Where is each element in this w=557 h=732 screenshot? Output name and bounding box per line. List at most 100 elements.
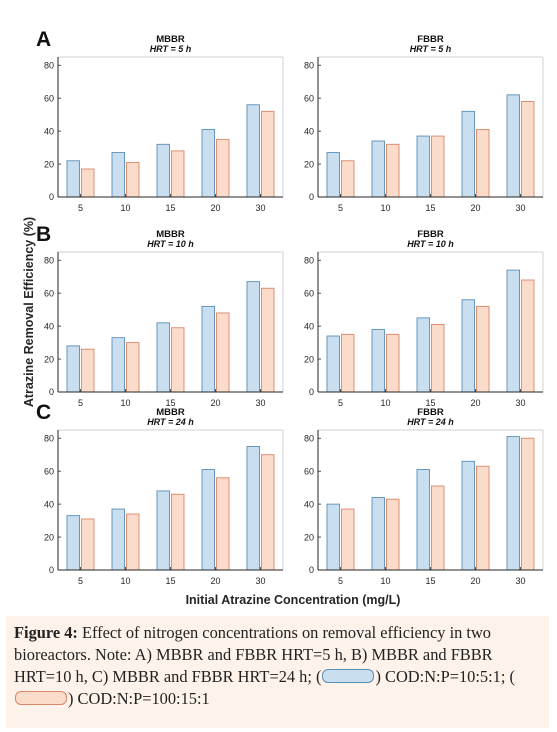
legend-swatch-series1 <box>322 669 374 683</box>
y-tick-label: 60 <box>44 288 54 298</box>
x-tick-label: 30 <box>515 576 525 586</box>
x-axis-label: Initial Atrazine Concentration (mg/L) <box>186 593 401 607</box>
bar-series1 <box>417 136 430 197</box>
y-tick-label: 80 <box>304 60 314 70</box>
x-tick-label: 20 <box>470 203 480 213</box>
bar-series1 <box>327 336 340 392</box>
bar-series1 <box>157 323 170 392</box>
x-tick-label: 15 <box>165 576 175 586</box>
x-tick-label: 20 <box>210 398 220 408</box>
y-tick-label: 40 <box>304 126 314 136</box>
bar-series1 <box>372 498 385 570</box>
bar-series2 <box>432 136 445 197</box>
x-tick-label: 20 <box>210 203 220 213</box>
bar-series2 <box>342 334 355 392</box>
y-tick-label: 40 <box>304 321 314 331</box>
panel-subtitle: HRT = 24 h <box>147 417 194 427</box>
bar-series1 <box>67 346 80 392</box>
y-tick-label: 0 <box>49 387 54 397</box>
panel-subtitle: HRT = 24 h <box>407 417 454 427</box>
y-tick-label: 20 <box>44 354 54 364</box>
panel-subtitle: HRT = 10 h <box>147 239 194 249</box>
y-tick-label: 60 <box>44 466 54 476</box>
bar-series2 <box>522 438 535 570</box>
bar-series1 <box>112 338 125 392</box>
legend-swatch-series2 <box>15 691 67 705</box>
x-tick-label: 30 <box>255 576 265 586</box>
caption-label: Figure 4: <box>14 623 78 642</box>
panel-letter: B <box>36 223 51 246</box>
bar-series1 <box>462 111 475 197</box>
x-tick-label: 5 <box>78 203 83 213</box>
bar-series2 <box>172 494 185 570</box>
x-tick-label: 10 <box>380 203 390 213</box>
bar-series1 <box>112 153 125 197</box>
bar-series2 <box>217 313 230 392</box>
figure-4-charts: Atrazine Removal Efficiency (%) Initial … <box>0 0 557 618</box>
y-tick-label: 20 <box>44 532 54 542</box>
y-tick-label: 80 <box>44 60 54 70</box>
y-tick-label: 60 <box>304 93 314 103</box>
x-tick-label: 15 <box>425 576 435 586</box>
x-tick-label: 30 <box>255 398 265 408</box>
bar-series2 <box>217 139 230 197</box>
x-tick-label: 20 <box>470 398 480 408</box>
x-tick-label: 10 <box>120 398 130 408</box>
bar-series1 <box>462 461 475 570</box>
bar-series2 <box>262 455 275 570</box>
bar-series2 <box>522 101 535 197</box>
bar-series2 <box>432 324 445 392</box>
bar-series2 <box>522 280 535 392</box>
bar-series1 <box>202 470 215 570</box>
figure-caption: Figure 4: Effect of nitrogen concentrati… <box>6 616 549 728</box>
bar-series2 <box>477 466 490 570</box>
x-tick-label: 10 <box>380 398 390 408</box>
y-tick-label: 60 <box>44 93 54 103</box>
y-tick-label: 60 <box>304 288 314 298</box>
panel-letter: C <box>36 401 51 424</box>
bar-series2 <box>432 486 445 570</box>
panel-letter: A <box>36 28 51 51</box>
bar-series2 <box>217 478 230 570</box>
bar-series1 <box>507 270 520 392</box>
x-tick-label: 15 <box>425 203 435 213</box>
bar-series2 <box>127 514 140 570</box>
bar-series1 <box>507 437 520 570</box>
y-tick-label: 20 <box>304 354 314 364</box>
y-tick-label: 0 <box>309 565 314 575</box>
x-tick-label: 5 <box>338 576 343 586</box>
bar-series1 <box>507 95 520 197</box>
legend-label-series2: ) COD:N:P=100:15:1 <box>68 689 210 708</box>
x-tick-label: 20 <box>210 576 220 586</box>
x-tick-label: 10 <box>120 203 130 213</box>
bar-series1 <box>202 306 215 392</box>
y-tick-label: 40 <box>304 499 314 509</box>
bar-series1 <box>112 509 125 570</box>
bar-series2 <box>127 162 140 197</box>
y-axis-label: Atrazine Removal Efficiency (%) <box>22 217 36 407</box>
x-tick-label: 5 <box>338 203 343 213</box>
bar-series1 <box>372 141 385 197</box>
legend-label-series1: ) COD:N:P=10:5:1; <box>375 667 505 686</box>
y-tick-label: 20 <box>304 532 314 542</box>
bar-series2 <box>477 129 490 197</box>
x-tick-label: 5 <box>338 398 343 408</box>
bar-series1 <box>157 144 170 197</box>
y-tick-label: 0 <box>309 192 314 202</box>
panel-subtitle: HRT = 5 h <box>150 44 192 54</box>
bar-series1 <box>247 282 260 392</box>
panel-subtitle: HRT = 10 h <box>407 239 454 249</box>
bar-series2 <box>82 169 95 197</box>
bar-series1 <box>202 129 215 197</box>
y-tick-label: 60 <box>304 466 314 476</box>
bar-series1 <box>327 153 340 197</box>
y-tick-label: 40 <box>44 126 54 136</box>
bar-series1 <box>417 318 430 392</box>
bar-series2 <box>172 151 185 197</box>
bar-series2 <box>387 144 400 197</box>
x-tick-label: 20 <box>470 576 480 586</box>
x-tick-label: 10 <box>380 576 390 586</box>
bar-series1 <box>157 491 170 570</box>
